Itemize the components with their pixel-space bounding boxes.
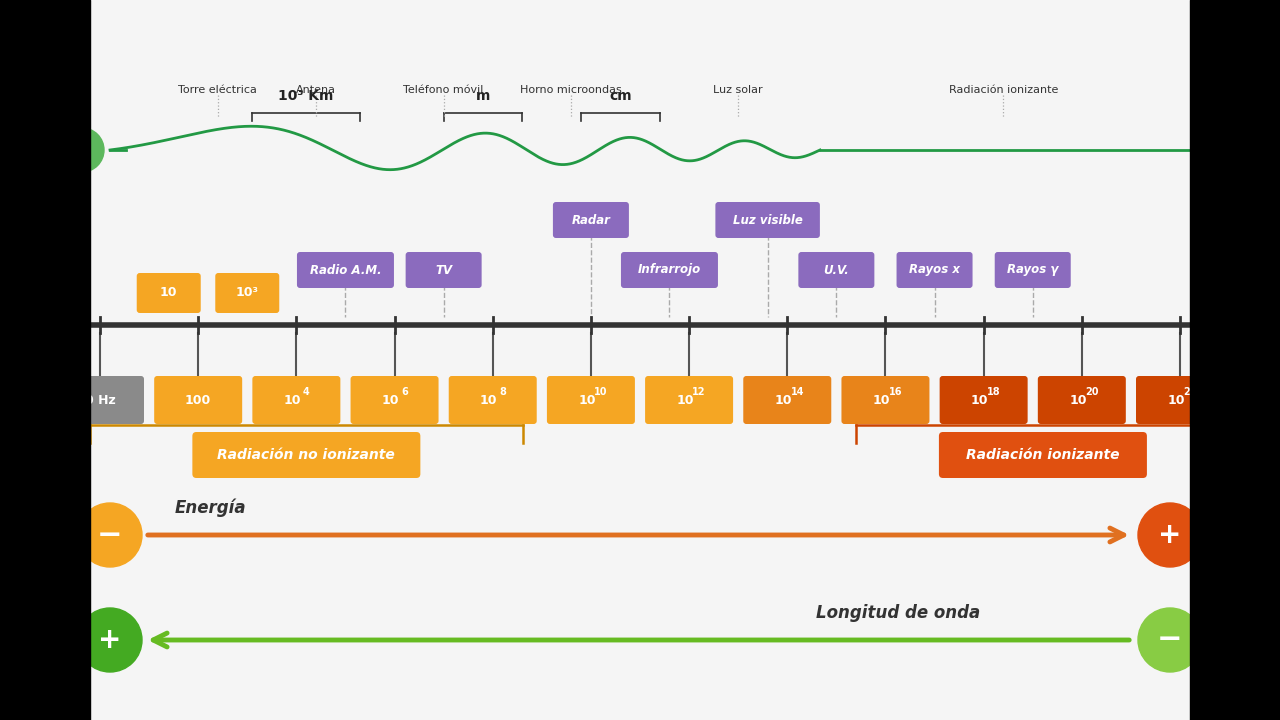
Text: m: m (476, 89, 490, 103)
Text: Radar: Radar (571, 214, 611, 227)
Text: 20: 20 (1085, 387, 1098, 397)
Text: cm: cm (609, 89, 631, 103)
Circle shape (1138, 503, 1202, 567)
Text: Radio A.M.: Radio A.M. (310, 264, 381, 276)
Text: 0 Hz: 0 Hz (84, 394, 115, 407)
Text: Antena: Antena (296, 85, 335, 95)
Text: 4: 4 (303, 387, 310, 397)
Text: λ: λ (76, 140, 88, 160)
FancyBboxPatch shape (799, 252, 874, 288)
Circle shape (60, 128, 104, 172)
Text: 8: 8 (499, 387, 506, 397)
FancyBboxPatch shape (645, 376, 733, 424)
FancyBboxPatch shape (896, 252, 973, 288)
FancyBboxPatch shape (621, 252, 718, 288)
Text: Infrarrojo: Infrarrojo (637, 264, 701, 276)
FancyBboxPatch shape (35, 278, 84, 316)
Circle shape (78, 503, 142, 567)
Text: 10: 10 (774, 394, 792, 407)
Text: 10³: 10³ (236, 287, 259, 300)
Text: Radiación ionizante: Radiación ionizante (966, 448, 1120, 462)
FancyBboxPatch shape (297, 252, 394, 288)
Text: 10: 10 (160, 287, 178, 300)
Text: 14: 14 (791, 387, 804, 397)
Text: +: + (99, 626, 122, 654)
Text: 10: 10 (1069, 394, 1087, 407)
Text: −: − (1157, 626, 1183, 654)
Text: Longitud de onda: Longitud de onda (815, 604, 980, 622)
FancyBboxPatch shape (406, 252, 481, 288)
Text: Horno microondas: Horno microondas (521, 85, 622, 95)
Text: 10: 10 (480, 394, 498, 407)
FancyBboxPatch shape (1137, 376, 1224, 424)
FancyBboxPatch shape (56, 376, 143, 424)
FancyBboxPatch shape (1038, 376, 1126, 424)
Text: Luz visible: Luz visible (732, 214, 803, 227)
FancyBboxPatch shape (995, 252, 1071, 288)
FancyBboxPatch shape (553, 202, 628, 238)
Text: Teléfono móvil: Teléfono móvil (403, 85, 484, 95)
Text: 10: 10 (594, 387, 608, 397)
Text: +: + (1158, 521, 1181, 549)
Circle shape (1138, 608, 1202, 672)
Text: 10: 10 (579, 394, 595, 407)
Text: 10: 10 (284, 394, 301, 407)
Text: F: F (54, 288, 65, 306)
Text: 10: 10 (676, 394, 694, 407)
Text: 10: 10 (972, 394, 988, 407)
Text: 10: 10 (381, 394, 399, 407)
FancyBboxPatch shape (744, 376, 831, 424)
Circle shape (78, 608, 142, 672)
FancyBboxPatch shape (449, 376, 536, 424)
FancyBboxPatch shape (547, 376, 635, 424)
Text: 10: 10 (1167, 394, 1185, 407)
FancyBboxPatch shape (940, 432, 1147, 478)
FancyBboxPatch shape (192, 432, 420, 478)
Text: Radiación no ionizante: Radiación no ionizante (218, 448, 396, 462)
Text: Radiación ionizante: Radiación ionizante (948, 85, 1059, 95)
FancyBboxPatch shape (215, 273, 279, 313)
FancyBboxPatch shape (252, 376, 340, 424)
FancyBboxPatch shape (137, 273, 201, 313)
FancyBboxPatch shape (351, 376, 439, 424)
Text: U.V.: U.V. (823, 264, 849, 276)
Text: Energía: Energía (175, 498, 247, 517)
FancyBboxPatch shape (154, 376, 242, 424)
Text: Rayos γ: Rayos γ (1007, 264, 1059, 276)
Text: Rayos x: Rayos x (909, 264, 960, 276)
Text: 10³ Km: 10³ Km (279, 89, 334, 103)
Text: Luz solar: Luz solar (713, 85, 763, 95)
Text: 22: 22 (1183, 387, 1197, 397)
Text: 10: 10 (873, 394, 890, 407)
FancyBboxPatch shape (716, 202, 820, 238)
Text: 6: 6 (401, 387, 408, 397)
Text: 18: 18 (987, 387, 1001, 397)
Text: 100: 100 (186, 394, 211, 407)
FancyBboxPatch shape (841, 376, 929, 424)
Text: 12: 12 (692, 387, 705, 397)
Text: TV: TV (435, 264, 452, 276)
Text: Torre eléctrica: Torre eléctrica (178, 85, 257, 95)
Text: −: − (97, 521, 123, 549)
Text: 16: 16 (888, 387, 902, 397)
FancyBboxPatch shape (940, 376, 1028, 424)
